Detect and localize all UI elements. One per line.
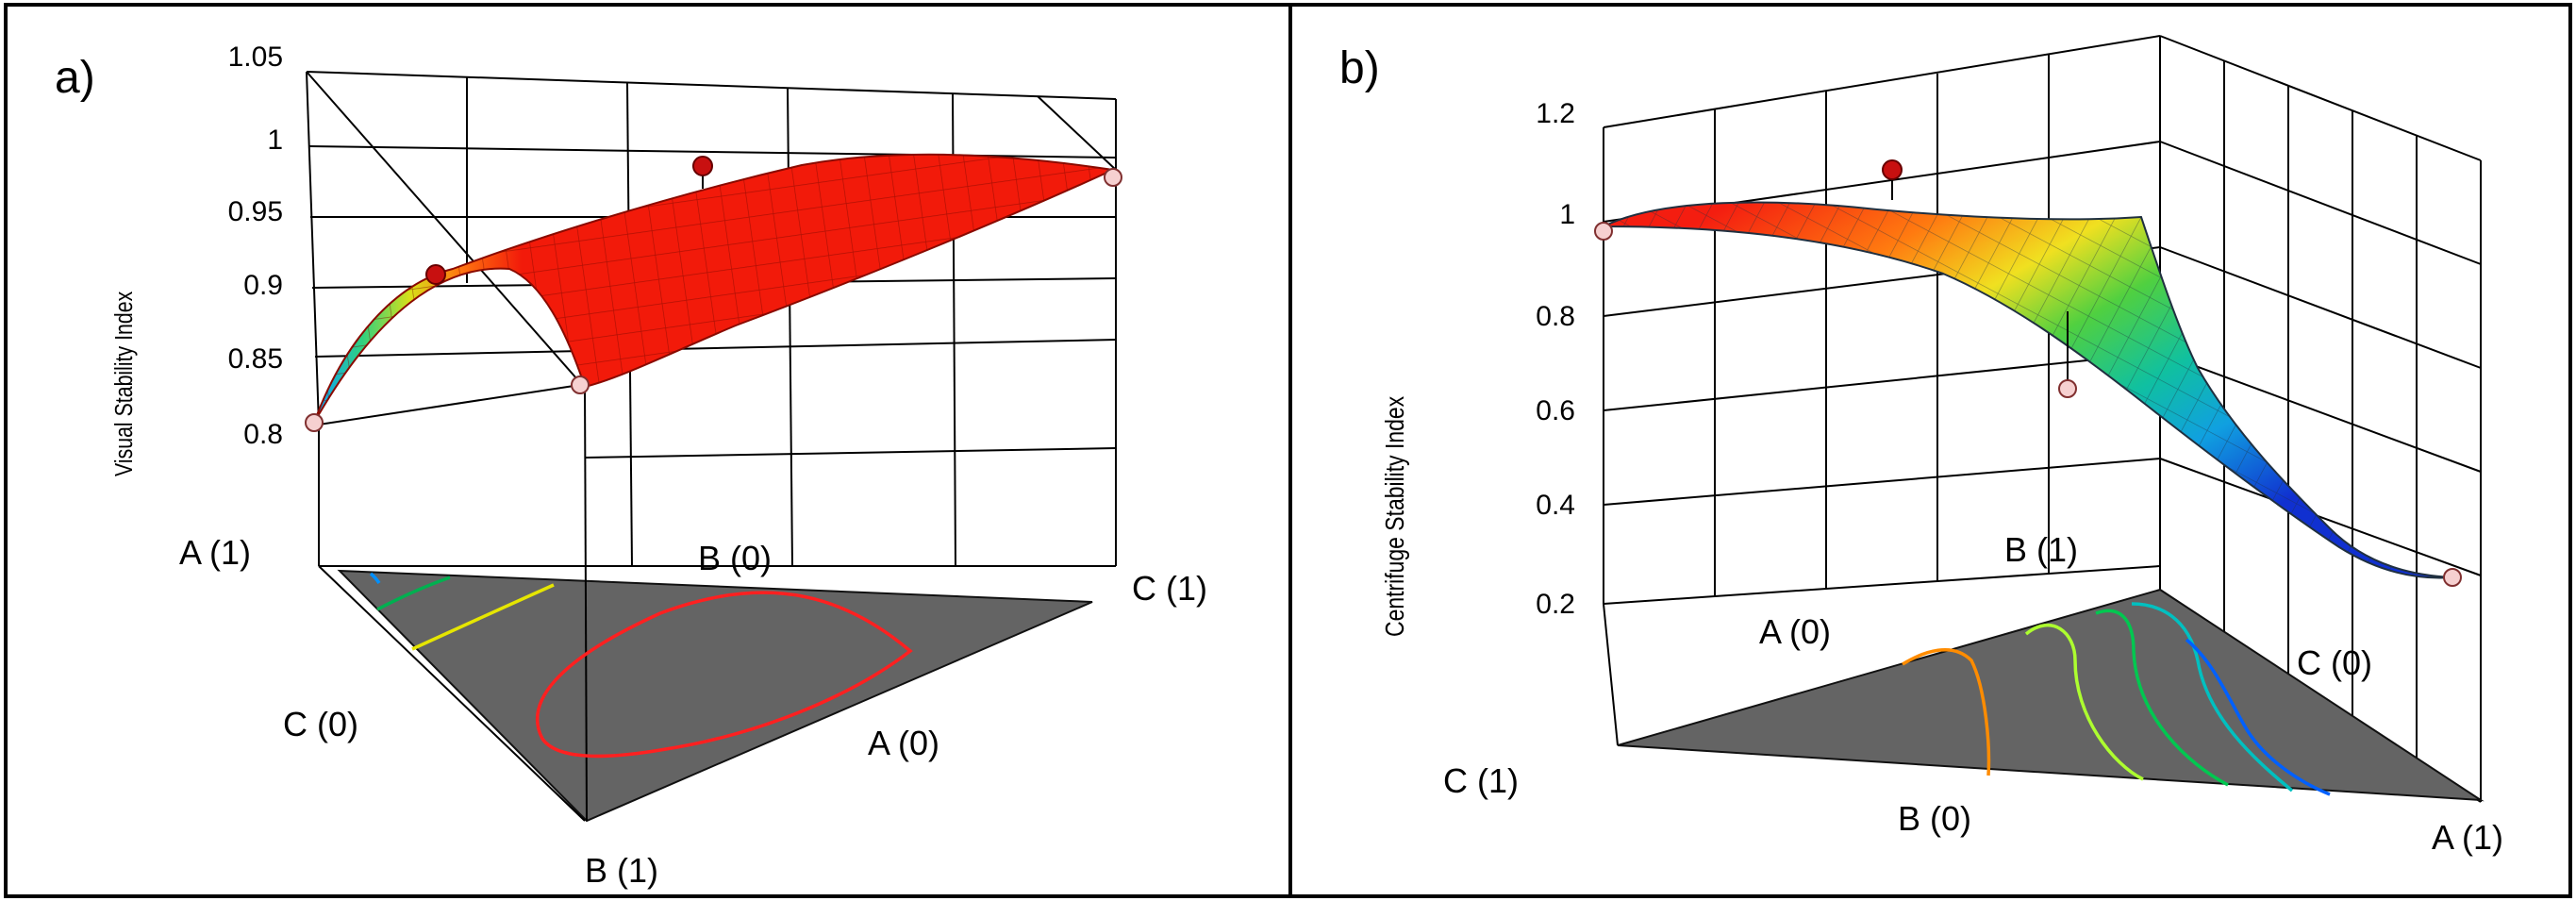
panel-b-surface-mesh — [1604, 202, 2452, 578]
contour-line — [2095, 609, 2229, 787]
vertex-label: C (1) — [1443, 761, 1519, 800]
vertex-label: C (1) — [1132, 569, 1207, 608]
panel-b-vertex-labels: B (1) A (0) C (0) C (1) B (0) A (1) — [1443, 530, 2503, 857]
panel-a-design-point — [425, 264, 446, 285]
vertex-label: A (0) — [868, 724, 939, 762]
panel-a-base-triangle — [337, 569, 1093, 823]
panel-a-label: a) — [55, 53, 95, 103]
contour-line — [1902, 647, 1991, 776]
panel-a-vertex-labels: A (1) B (0) C (1) C (0) A (0) B (1) — [179, 533, 1207, 890]
vertex-label: B (0) — [1898, 799, 1971, 838]
panel-a-design-point — [1104, 168, 1122, 187]
z-tick-label: 1.05 — [228, 42, 283, 73]
vertex-label: A (1) — [179, 533, 251, 572]
panel-a-design-point — [692, 156, 713, 176]
panel-a-zticks: 0.8 0.85 0.9 0.95 1 1.05 — [228, 42, 283, 450]
z-tick-label: 0.95 — [228, 196, 283, 227]
z-tick-label: 0.6 — [1536, 395, 1575, 426]
contour-line — [2024, 623, 2144, 781]
panel-b-zlabel: Centrifuge Stability Index — [1381, 396, 1410, 637]
contour-line — [369, 572, 381, 584]
vertex-label: A (1) — [2432, 818, 2503, 857]
z-tick-label: 0.8 — [243, 419, 283, 450]
panel-b-design-point — [2058, 379, 2077, 398]
panel-b-base-triangle — [1617, 588, 2485, 802]
z-tick-label: 0.9 — [243, 270, 283, 301]
panel-a-design-point — [305, 413, 324, 432]
z-tick-label: 1.2 — [1536, 98, 1575, 129]
panel-a-contours — [369, 572, 913, 759]
vertex-label: A (0) — [1759, 612, 1831, 651]
z-tick-label: 0.4 — [1536, 490, 1575, 521]
panel-b-design-point — [2443, 568, 2462, 587]
z-tick-label: 1 — [1559, 199, 1575, 230]
vertex-label: B (1) — [2004, 530, 2078, 569]
vertex-label: C (0) — [2297, 643, 2372, 682]
contour-line — [2185, 638, 2331, 796]
panel-b-zticks: 0.2 0.4 0.6 0.8 1 1.2 — [1536, 98, 1575, 620]
panel-a-axis-edge — [318, 565, 586, 822]
z-tick-label: 1 — [267, 125, 283, 156]
contour-line — [536, 591, 913, 759]
contour-line — [376, 576, 451, 611]
vertex-label: C (0) — [283, 705, 358, 743]
contour-line — [411, 583, 555, 651]
panel-a-zlabel: Visual Stability Index — [110, 292, 139, 476]
panel-a-design-point — [571, 375, 590, 394]
panel-a-axis-edge — [584, 384, 588, 822]
z-tick-label: 0.8 — [1536, 301, 1575, 332]
panel-b-axis-edge — [1603, 603, 1619, 746]
panel-b-design-point — [1882, 159, 1903, 180]
panel-b-contours — [1902, 602, 2331, 796]
contour-line — [2131, 602, 2294, 793]
z-tick-label: 0.2 — [1536, 589, 1575, 620]
z-tick-label: 0.85 — [228, 343, 283, 375]
panel-b-design-point — [1594, 222, 1613, 241]
vertex-label: B (1) — [585, 851, 658, 890]
vertex-label: B (0) — [698, 539, 772, 577]
panel-a: a) Visual Stability Index 0.8 0.85 0.9 0… — [55, 42, 1207, 890]
panel-b: b) Centrifuge Stability Index 0.2 0.4 0.… — [1339, 35, 2503, 857]
panel-b-label: b) — [1339, 43, 1380, 93]
panel-a-surface-mesh — [314, 154, 1113, 424]
